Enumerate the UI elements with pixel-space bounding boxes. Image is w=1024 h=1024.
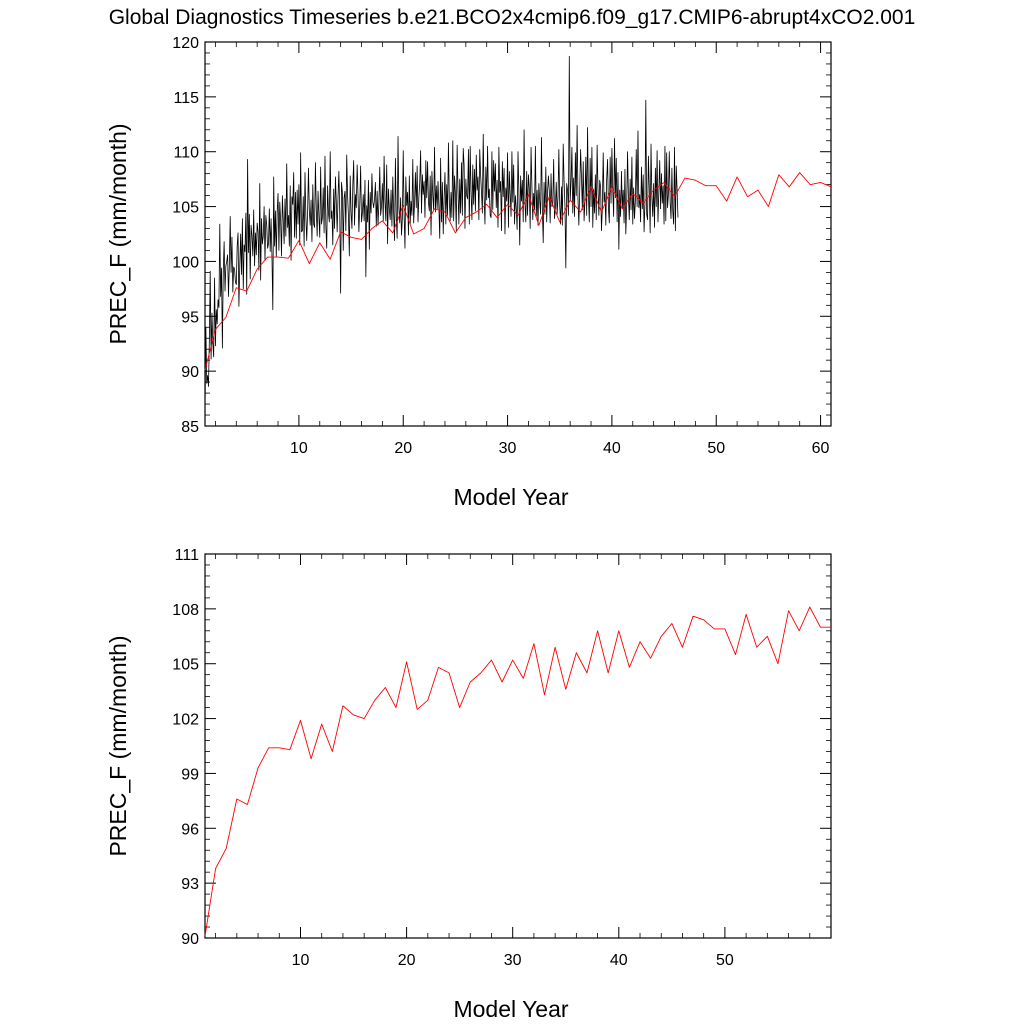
bottom-x-axis-label: Model Year xyxy=(453,996,568,1022)
annual-series-line xyxy=(204,606,831,937)
x-tick-label: 10 xyxy=(290,440,308,457)
y-tick-label: 110 xyxy=(173,145,199,162)
annual-series-line xyxy=(204,172,832,371)
x-tick-label: 10 xyxy=(292,952,310,969)
y-tick-label: 108 xyxy=(172,602,199,619)
bottom-chart-ticks: 10 20 30 40 50 90 93 96 99 102 105 108 111 xyxy=(172,547,831,969)
x-tick-label: 20 xyxy=(394,440,412,457)
y-tick-label: 100 xyxy=(172,254,199,271)
x-tick-label: 20 xyxy=(398,952,416,969)
top-chart-ticks: 10 20 30 40 50 60 85 90 95 100 105 110 115 120 xyxy=(172,35,831,457)
y-tick-label: 111 xyxy=(175,547,199,564)
y-tick-label: 115 xyxy=(173,90,199,107)
figure-title: Global Diagnostics Timeseries b.e21.BCO2… xyxy=(109,6,916,29)
x-tick-label: 50 xyxy=(716,952,734,969)
bottom-plot-frame xyxy=(204,553,832,939)
y-tick-label: 105 xyxy=(172,657,199,674)
top-x-axis-label: Model Year xyxy=(453,484,568,510)
y-tick-label: 105 xyxy=(172,200,199,217)
y-tick-label: 102 xyxy=(172,712,199,729)
bottom-chart-panel: 10 20 30 40 50 90 93 96 99 102 105 108 111 Model Yea… xyxy=(105,547,832,1022)
y-tick-label: 95 xyxy=(181,309,199,326)
bottom-chart-marks xyxy=(204,606,831,937)
top-y-axis-label: PREC_F (mm/month) xyxy=(105,123,131,344)
x-tick-label: 50 xyxy=(707,440,725,457)
x-tick-label: 40 xyxy=(610,952,628,969)
top-chart-marks xyxy=(204,55,832,412)
top-chart-panel: 10 20 30 40 50 60 85 90 95 100 105 110 115 120 Model … xyxy=(105,35,832,510)
y-tick-label: 90 xyxy=(181,931,199,948)
y-tick-label: 90 xyxy=(181,364,199,381)
x-tick-label: 30 xyxy=(499,440,517,457)
y-tick-label: 96 xyxy=(181,821,199,838)
y-tick-label: 120 xyxy=(172,35,199,52)
monthly-series-line xyxy=(204,55,679,412)
y-tick-label: 93 xyxy=(181,876,199,893)
y-tick-label: 99 xyxy=(181,766,199,783)
x-tick-label: 30 xyxy=(504,952,522,969)
x-tick-label: 40 xyxy=(603,440,621,457)
x-tick-label: 60 xyxy=(812,440,830,457)
bottom-y-axis-label: PREC_F (mm/month) xyxy=(105,635,131,856)
top-plot-frame xyxy=(204,41,832,427)
y-tick-label: 85 xyxy=(181,419,199,436)
